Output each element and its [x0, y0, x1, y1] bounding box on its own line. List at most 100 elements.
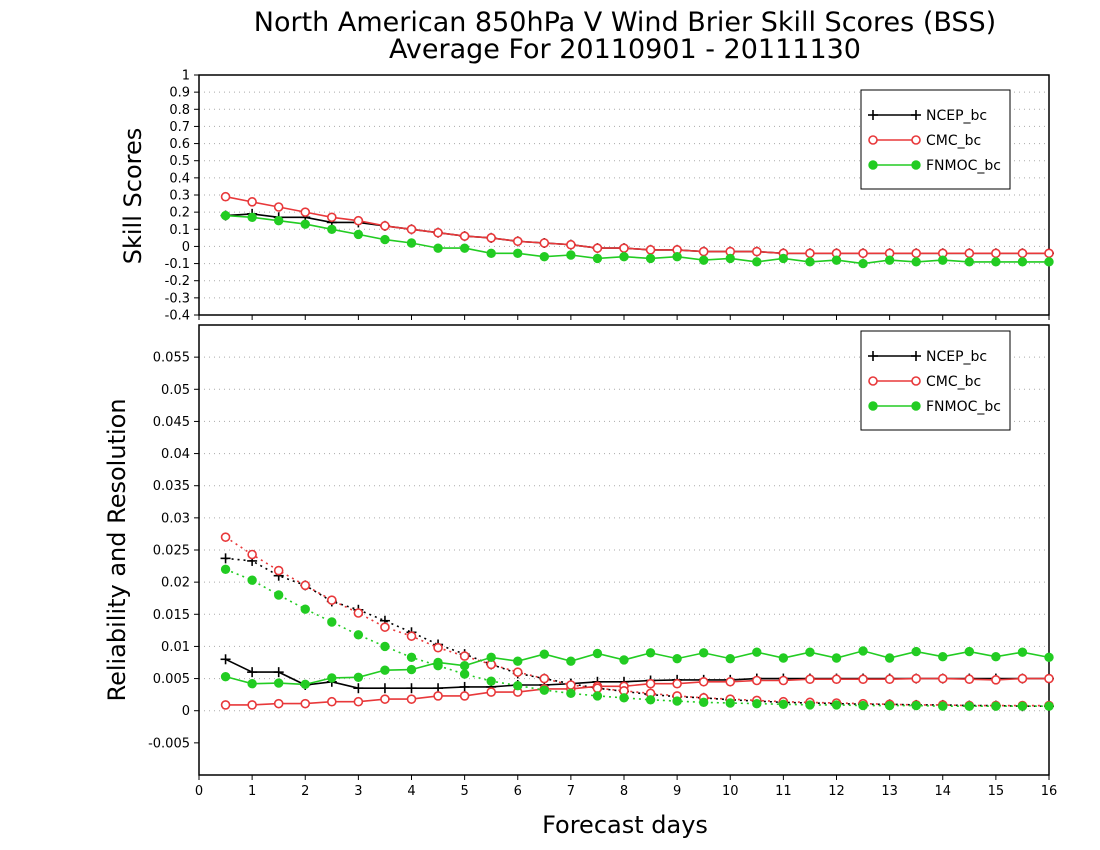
y-tick-label: -0.3 — [165, 291, 190, 306]
data-point — [327, 673, 337, 683]
data-point — [698, 255, 709, 265]
data-point — [353, 696, 364, 707]
data-point — [459, 243, 470, 253]
data-point — [1044, 652, 1054, 663]
data-point — [513, 680, 523, 691]
data-point — [486, 652, 496, 663]
data-point — [433, 642, 443, 653]
legend: NCEP_bc CMC_bc FNMOC_bc — [860, 330, 1011, 431]
data-point — [273, 678, 284, 688]
y-tick-label: 0.055 — [153, 351, 190, 366]
y-tick-label: 0.7 — [169, 120, 190, 135]
data-point — [725, 698, 735, 708]
data-point — [486, 676, 496, 686]
y-tick-label: 0.4 — [169, 171, 190, 186]
data-point — [247, 679, 257, 689]
y-tick-label: 0.3 — [169, 189, 190, 204]
data-point — [273, 565, 284, 576]
data-point — [884, 653, 895, 663]
legend-marker — [868, 351, 878, 361]
y-tick-label: 0.5 — [169, 154, 190, 169]
y-tick-label: 0.045 — [153, 415, 190, 430]
data-point — [512, 667, 523, 677]
x-tick-label: 9 — [673, 784, 681, 799]
data-point — [273, 202, 284, 212]
y-tick-label: 0.005 — [153, 672, 190, 687]
data-point — [592, 683, 603, 694]
series-line — [225, 557, 1049, 708]
data-point — [459, 231, 470, 241]
data-point — [433, 243, 443, 253]
y-axis-title-reliability: Reliability and Resolution — [103, 398, 131, 701]
y-tick-label: 0.2 — [169, 206, 190, 221]
data-point — [512, 236, 523, 247]
legend-marker — [868, 135, 878, 145]
y-tick-label: 0.02 — [161, 576, 190, 591]
data-point — [273, 667, 284, 678]
data-point — [991, 248, 1001, 259]
y-tick-label: 0.01 — [161, 640, 190, 655]
data-point — [380, 641, 390, 652]
data-point — [592, 243, 603, 253]
data-point — [645, 678, 656, 689]
data-point — [752, 698, 762, 709]
plot-frame — [198, 74, 1050, 316]
y-tick-label: 0 — [182, 704, 190, 719]
x-tick-label: 8 — [620, 784, 628, 799]
data-point — [566, 688, 576, 699]
data-point — [1017, 257, 1028, 267]
data-point — [513, 656, 523, 666]
data-point — [247, 575, 257, 585]
chart-title-line2: Average For 20110901 - 20111130 — [389, 34, 861, 65]
data-point — [805, 674, 815, 685]
data-point — [619, 693, 629, 703]
data-point — [964, 248, 975, 259]
x-tick-label: 2 — [301, 784, 309, 799]
data-point — [1044, 673, 1054, 684]
data-point — [247, 667, 258, 678]
series-NCEP_bc — [220, 208, 1054, 259]
legend-marker — [911, 110, 921, 120]
data-point — [247, 700, 257, 710]
data-point — [964, 257, 975, 267]
data-point — [911, 700, 921, 711]
data-point — [539, 649, 550, 659]
data-point — [725, 253, 735, 264]
x-tick-label: 14 — [934, 784, 951, 799]
data-point — [433, 227, 443, 238]
y-tick-label: 0.8 — [169, 103, 190, 118]
data-point — [752, 647, 762, 657]
y-tick-label: 0.05 — [161, 383, 190, 398]
data-point — [513, 248, 523, 258]
data-point — [778, 253, 789, 264]
y-tick-label: 0 — [182, 240, 190, 255]
data-point — [938, 701, 948, 711]
x-tick-label: 1 — [248, 784, 256, 799]
data-point — [220, 210, 231, 221]
y-tick-label: 0.9 — [169, 86, 190, 101]
data-point — [433, 691, 443, 701]
data-point — [672, 678, 682, 689]
chart-title-line1: North American 850hPa V Wind Brier Skill… — [254, 7, 996, 38]
data-point — [220, 700, 231, 710]
data-point — [406, 694, 417, 704]
data-point — [327, 224, 337, 234]
data-point — [459, 651, 470, 661]
y-tick-label: 0.03 — [161, 511, 190, 526]
y-tick-label: 0.025 — [153, 544, 190, 559]
plot-frame — [198, 324, 1050, 776]
legend-marker — [911, 351, 921, 361]
data-point — [698, 697, 709, 708]
x-tick-label: 12 — [828, 784, 845, 799]
data-point — [964, 674, 975, 685]
data-point — [353, 229, 364, 240]
data-point — [566, 239, 576, 250]
data-point — [1044, 248, 1054, 259]
y-tick-label: 0.6 — [169, 137, 190, 152]
data-point — [778, 699, 789, 709]
legend-entry-CMC_bc: CMC_bc — [868, 374, 981, 390]
data-point — [752, 257, 762, 267]
data-point — [938, 255, 948, 265]
series-FNMOC_bc-reliability — [220, 564, 1054, 711]
